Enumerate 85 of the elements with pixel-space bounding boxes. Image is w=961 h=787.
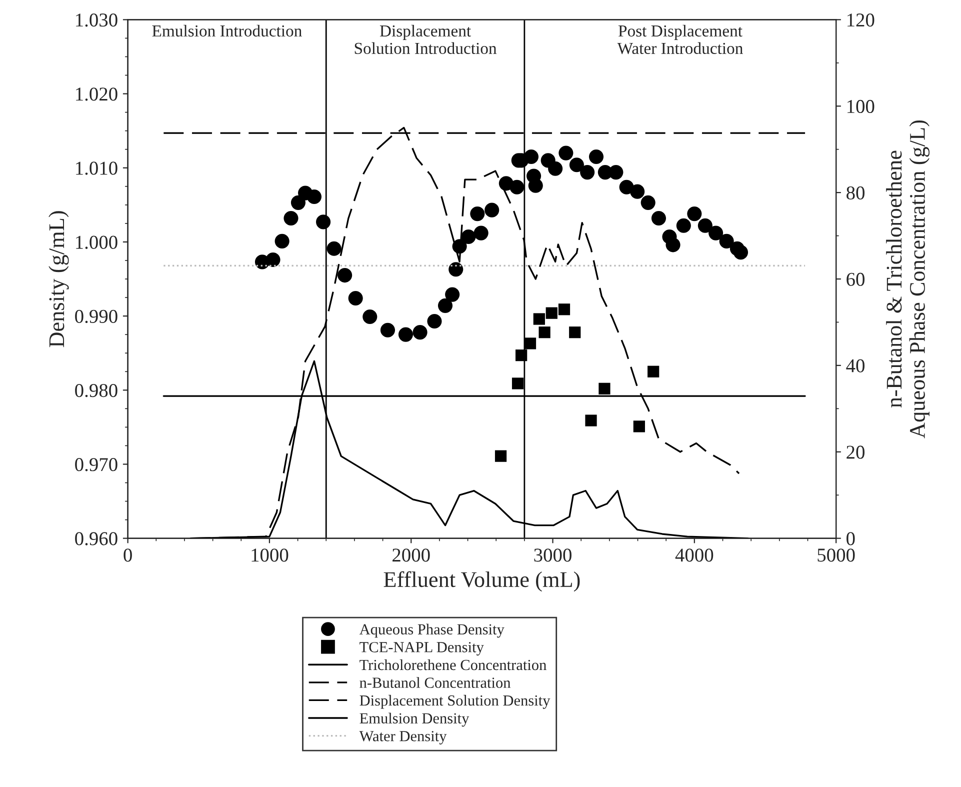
y-tick-label: 0.960 — [75, 532, 118, 546]
point — [558, 304, 570, 316]
y2-tick-label: 120 — [848, 13, 874, 27]
point — [676, 218, 691, 233]
point — [585, 414, 597, 426]
legend-label: n-Butanol Concentration — [360, 677, 511, 688]
y-tick-label: 0.970 — [75, 458, 118, 472]
point — [290, 195, 306, 210]
point — [580, 165, 595, 180]
point — [412, 325, 428, 340]
point — [708, 226, 724, 240]
legend-label: Water Density — [359, 731, 447, 744]
legend-label: Aqueous Phase Density — [359, 624, 504, 638]
point — [461, 229, 476, 244]
y2-tick-label: 60 — [846, 272, 864, 286]
point — [569, 326, 581, 338]
x-axis-title: Effluent Volume (mL) — [384, 571, 580, 592]
x-tick-label: 4000 — [675, 548, 714, 562]
x-tick-label: 2000 — [392, 548, 430, 562]
legend-label: Emulsion Density — [360, 712, 470, 727]
y2-tick-label: 40 — [846, 359, 864, 372]
legend-label: Tricholorethene Concentration — [360, 659, 546, 670]
point — [548, 161, 563, 176]
point — [608, 165, 624, 180]
point — [398, 327, 414, 342]
annotation: Emulsion Introduction — [152, 24, 302, 37]
point — [719, 234, 734, 248]
point — [651, 210, 666, 226]
point — [524, 149, 539, 164]
point — [427, 314, 442, 329]
point — [648, 366, 660, 378]
y-axis-title: Density (g/mL) — [48, 211, 69, 348]
point — [598, 382, 610, 394]
point — [640, 195, 656, 210]
point — [512, 378, 524, 390]
annotation: Displacement Solution Introduction — [354, 24, 497, 54]
point — [284, 210, 298, 226]
point — [266, 252, 280, 268]
y-tick-label: 1.000 — [76, 236, 118, 249]
y2-axis-title: n-Butanol & Trichloroethene Aqueous Phase Concentration (g/L) — [886, 120, 930, 438]
point — [538, 326, 550, 338]
point — [338, 268, 352, 283]
point — [380, 322, 396, 338]
y2-tick-label: 100 — [848, 100, 874, 114]
point — [546, 307, 558, 319]
y2-tick-label: 80 — [846, 186, 864, 200]
legend-label: Displacement Solution Density — [360, 694, 550, 709]
point — [533, 313, 545, 325]
point — [687, 206, 702, 222]
point — [306, 189, 322, 204]
point — [558, 146, 574, 160]
y-tick-label: 0.980 — [75, 384, 118, 398]
point — [528, 178, 543, 193]
point — [484, 202, 500, 218]
point — [569, 158, 584, 172]
y-tick-label: 1.010 — [76, 162, 118, 175]
point — [448, 262, 464, 277]
point — [733, 245, 748, 260]
point — [510, 180, 524, 194]
point — [348, 290, 363, 306]
y2-tick-label: 0 — [846, 532, 855, 546]
y-tick-label: 1.030 — [76, 13, 118, 27]
point — [438, 298, 453, 313]
x-tick-label: 1000 — [252, 548, 288, 562]
point — [588, 149, 604, 164]
point — [470, 206, 485, 222]
legend-label: TCE-NAPL Density — [360, 642, 484, 656]
y2-tick-label: 20 — [846, 446, 864, 459]
point — [630, 184, 645, 199]
point — [633, 420, 645, 432]
point — [445, 287, 460, 302]
point — [666, 238, 680, 252]
point — [362, 309, 378, 324]
point — [474, 226, 488, 240]
point — [494, 450, 507, 462]
x-tick-label: 0 — [124, 548, 132, 562]
point — [326, 241, 342, 256]
point — [524, 338, 536, 350]
point — [274, 234, 290, 248]
annotation: Post Displacement Water Introduction — [617, 24, 743, 54]
x-tick-label: 3000 — [534, 548, 572, 562]
y-tick-label: 0.990 — [75, 310, 118, 324]
x-tick-label: 5000 — [818, 548, 855, 562]
point — [698, 218, 712, 233]
y-tick-label: 1.020 — [76, 88, 118, 101]
